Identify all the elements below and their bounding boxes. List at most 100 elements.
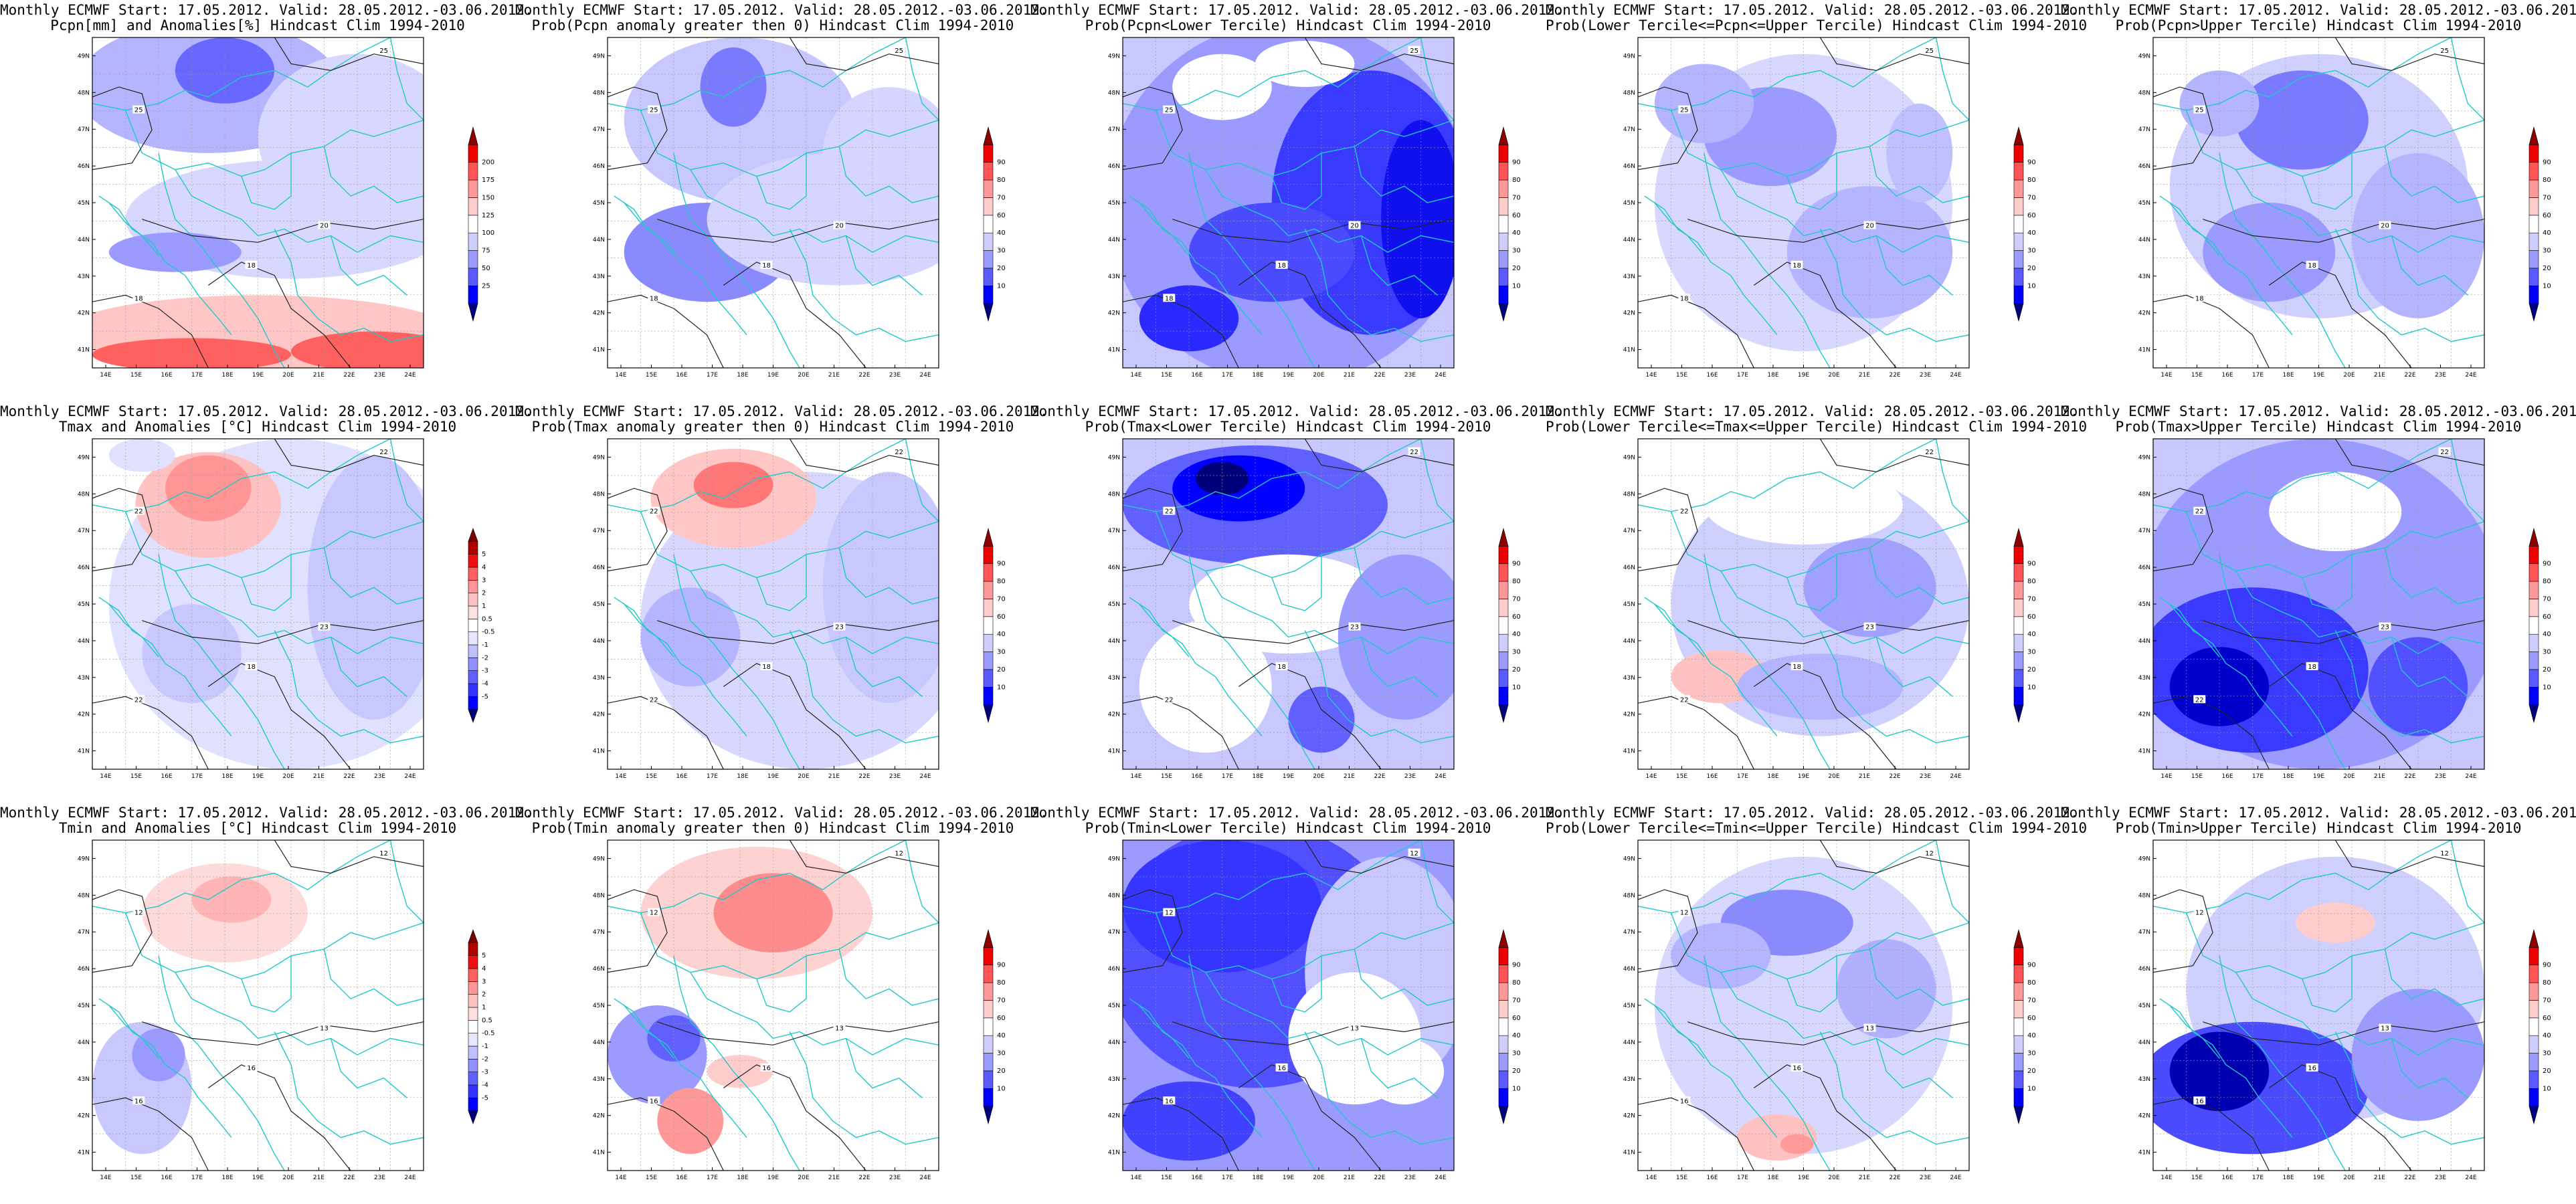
- colorbar-label: 4: [482, 564, 486, 571]
- climatology-contour: [92, 696, 209, 769]
- shaded-region: [822, 87, 939, 219]
- colorbar-segment: [468, 1007, 478, 1021]
- climatology-contour: [2203, 1021, 2484, 1045]
- country-border: [2159, 195, 2293, 336]
- colorbar-label: 2: [482, 590, 486, 597]
- colorbar-segment: [468, 1098, 478, 1111]
- panel-title-line2: Prob(Tmax>Upper Tercile) Hindcast Clim 1…: [2115, 419, 2522, 435]
- colorbar-label: 90: [2543, 159, 2551, 167]
- country-border: [1786, 554, 1837, 611]
- colorbar-segment: [983, 215, 994, 233]
- contour-label: 16: [650, 1098, 658, 1105]
- country-border: [1670, 511, 1969, 579]
- contour-label: 25: [1410, 47, 1418, 55]
- contour-label: 18: [1792, 664, 1801, 671]
- country-border: [1654, 202, 1705, 256]
- colorbar-segment: [1498, 215, 1509, 233]
- lat-tick-label: 49N: [2138, 856, 2150, 862]
- colorbar-label: 90: [997, 561, 1006, 568]
- climatology-contour: [1172, 620, 1454, 644]
- colorbar-segment: [1498, 928, 1509, 948]
- lon-tick-label: 14E: [1130, 372, 1141, 379]
- lat-tick-label: 44N: [78, 638, 90, 645]
- lat-tick-label: 44N: [1108, 1039, 1120, 1046]
- lon-tick-label: 14E: [1645, 372, 1657, 379]
- country-border: [1304, 229, 1454, 342]
- lon-tick-label: 17E: [191, 1175, 203, 1181]
- lat-tick-label: 49N: [1108, 856, 1120, 862]
- country-border: [98, 597, 232, 737]
- map-panel-pcpn-prob-middle: Monthly ECMWF Start: 17.05.2012. Valid: …: [1546, 0, 2087, 401]
- country-border: [608, 37, 906, 111]
- contour-label: 23: [835, 624, 844, 631]
- contour-label-box: [2438, 447, 2451, 456]
- contour-label-box: [377, 848, 390, 857]
- lon-tick-label: 15E: [646, 372, 657, 379]
- map-panel-tmax-prob-middle: Monthly ECMWF Start: 17.05.2012. Valid: …: [1546, 401, 2087, 803]
- colorbar-label: 90: [2027, 962, 2036, 969]
- contour-label-box: [132, 1096, 145, 1105]
- colorbar-label: 60: [2543, 212, 2551, 219]
- climatology-contour: [2268, 262, 2412, 368]
- country-border: [673, 955, 800, 1171]
- climatology-contour: [1753, 262, 1897, 368]
- lat-tick-label: 44N: [593, 638, 605, 645]
- colorbar-label: 80: [997, 979, 1006, 987]
- climatology-contour: [1123, 294, 1239, 368]
- lon-tick-label: 22E: [858, 372, 870, 379]
- lat-tick-label: 45N: [593, 200, 605, 207]
- contour-label-box: [833, 221, 846, 229]
- shaded-region: [165, 455, 252, 522]
- colorbar-label: 60: [997, 613, 1006, 621]
- colorbar-segment: [983, 197, 994, 216]
- contour-label: 23: [320, 624, 329, 631]
- lon-tick-label: 19E: [767, 1175, 779, 1181]
- lat-tick-label: 41N: [1108, 1150, 1120, 1157]
- country-border: [1205, 169, 1454, 253]
- lon-tick-label: 17E: [1222, 773, 1233, 780]
- colorbar-segment: [2528, 250, 2539, 269]
- country-border: [1139, 603, 1190, 658]
- country-border: [2391, 235, 2468, 296]
- colorbar-segment: [2013, 1017, 2024, 1036]
- contour-label: 22: [134, 508, 143, 516]
- lat-tick-label: 42N: [78, 712, 90, 718]
- contour-label-box: [1408, 45, 1420, 54]
- contour-label: 18: [762, 664, 771, 671]
- lon-tick-label: 15E: [130, 372, 142, 379]
- colorbar-segment: [2528, 126, 2539, 145]
- colorbar-segment: [2013, 250, 2024, 269]
- contour-label-box: [318, 622, 331, 631]
- country-border: [1720, 571, 1969, 654]
- lat-tick-label: 43N: [1623, 274, 1635, 280]
- lon-tick-label: 19E: [252, 773, 264, 780]
- colorbar-segment: [1498, 965, 1509, 983]
- country-border: [756, 955, 807, 1013]
- colorbar-label: 90: [997, 159, 1006, 167]
- contour-label-box: [1348, 221, 1361, 229]
- country-border: [158, 153, 285, 368]
- country-border: [2219, 153, 2346, 368]
- colorbar-label: 70: [1512, 997, 1521, 1004]
- country-border: [1935, 840, 1969, 923]
- colorbar-label: 30: [2543, 247, 2551, 255]
- contour-label: 22: [2440, 449, 2449, 456]
- colorbar-segment: [983, 947, 994, 966]
- country-border: [274, 229, 424, 342]
- colorbar-segment: [2013, 1088, 2024, 1106]
- shaded-region: [1288, 686, 1355, 753]
- lat-tick-label: 42N: [78, 310, 90, 317]
- contour-label: 18: [2308, 664, 2316, 671]
- shaded-region: [1671, 922, 1770, 989]
- lon-tick-label: 24E: [2465, 1175, 2476, 1181]
- contour-label: 22: [895, 449, 903, 456]
- colorbar-label: 80: [1512, 578, 1521, 585]
- country-border: [1704, 153, 1831, 368]
- map-panel-tmax-prob-lower: Monthly ECMWF Start: 17.05.2012. Valid: …: [1030, 401, 1564, 803]
- lon-tick-label: 18E: [221, 1175, 233, 1181]
- colorbar-segment: [2013, 268, 2024, 286]
- colorbar-label: 30: [2543, 649, 2551, 656]
- colorbar-segment: [468, 1072, 478, 1086]
- colorbar-label: 1: [482, 603, 486, 610]
- country-border: [1354, 547, 1454, 605]
